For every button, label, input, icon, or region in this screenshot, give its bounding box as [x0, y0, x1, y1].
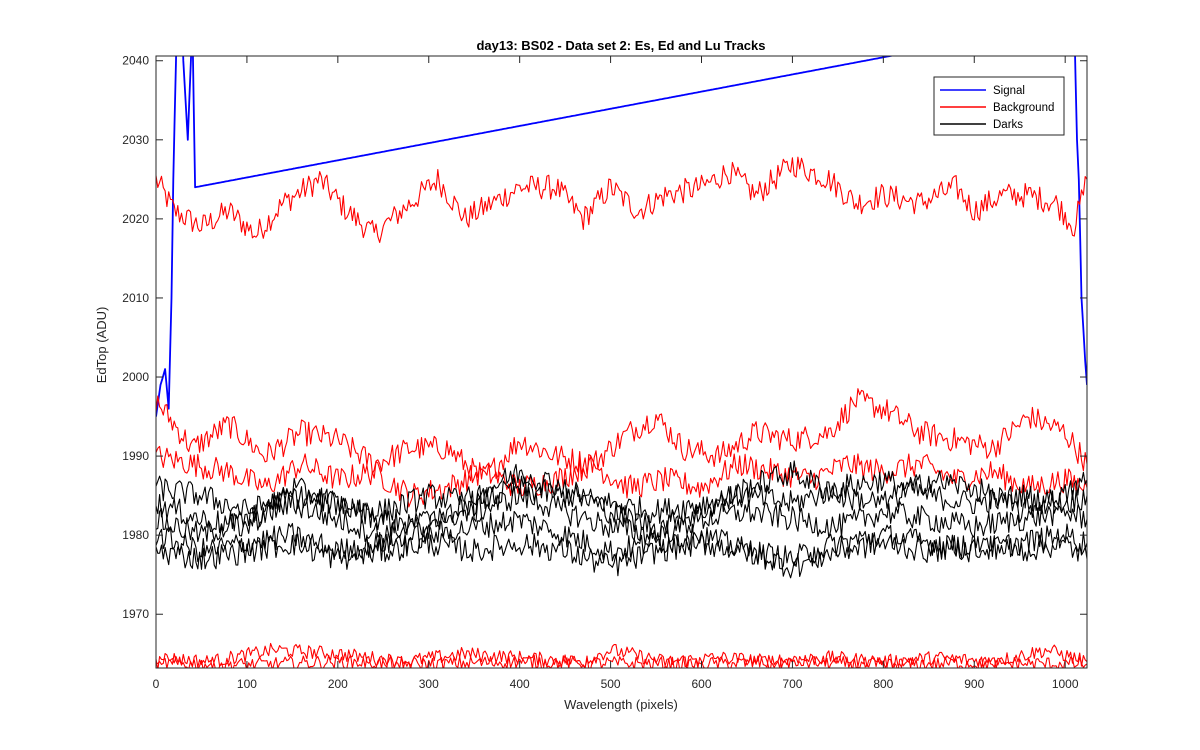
series-lines — [156, 56, 1087, 668]
legend: Signal Background Darks — [933, 76, 1065, 136]
x-axis-label: Wavelength (pixels) — [564, 697, 678, 712]
series-line-track-4 — [156, 642, 1087, 668]
x-tick-label: 1000 — [1052, 677, 1079, 691]
plot-background — [156, 56, 1087, 668]
series-line-track-9 — [156, 460, 1087, 540]
y-tick-label: 1980 — [122, 528, 149, 542]
series-line-track-2 — [156, 388, 1087, 482]
legend-label: Signal — [993, 85, 1025, 97]
x-axis-ticks: 0 100 200 300 400 500 600 700 800 900 1000 — [153, 56, 1079, 691]
series-line-track-3 — [156, 445, 1087, 508]
x-tick-label: 400 — [510, 677, 530, 691]
series-line-darks — [156, 470, 1087, 524]
x-tick-label: 600 — [691, 677, 711, 691]
legend-label: Darks — [993, 119, 1023, 131]
series-line-track-10 — [156, 532, 1087, 579]
x-tick-label: 800 — [873, 677, 893, 691]
chart-title: day13: BS02 - Data set 2: Es, Ed and Lu … — [476, 38, 765, 53]
series-line-track-7 — [156, 486, 1087, 548]
axes-box — [155, 55, 1088, 669]
x-tick-label: 500 — [601, 677, 621, 691]
y-tick-label: 2020 — [122, 212, 149, 226]
x-tick-label: 100 — [237, 677, 257, 691]
y-tick-label: 2040 — [122, 54, 149, 68]
y-tick-label: 2010 — [122, 291, 149, 305]
y-tick-label: 1990 — [122, 449, 149, 463]
series-line-signal — [156, 56, 1087, 417]
x-tick-label: 900 — [964, 677, 984, 691]
x-tick-label: 0 — [153, 677, 160, 691]
x-tick-label: 300 — [419, 677, 439, 691]
series-line-background — [156, 156, 1087, 244]
legend-label: Background — [993, 102, 1054, 114]
y-tick-label: 2030 — [122, 133, 149, 147]
x-tick-label: 700 — [782, 677, 802, 691]
y-axis-label: EdTop (ADU) — [94, 307, 109, 384]
x-tick-label: 200 — [328, 677, 348, 691]
y-tick-label: 2000 — [122, 370, 149, 384]
legend-box — [933, 76, 1065, 136]
plot-area — [155, 55, 1088, 669]
y-tick-label: 1970 — [122, 607, 149, 621]
y-axis-ticks: 1970 1980 1990 2000 2010 2020 2030 2040 — [122, 54, 1087, 621]
